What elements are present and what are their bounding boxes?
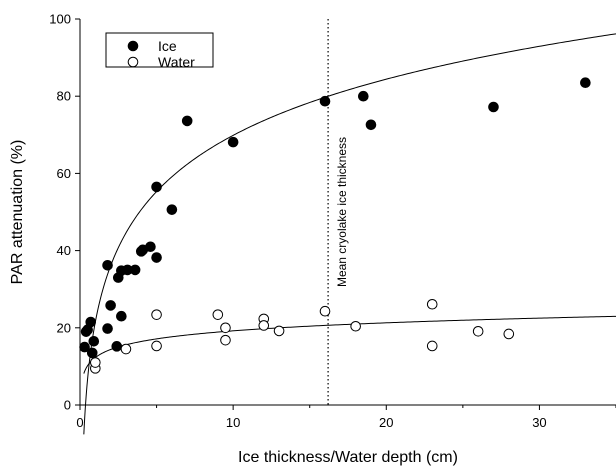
data-point-ice <box>111 341 123 352</box>
data-point-water <box>472 325 484 337</box>
data-point-ice <box>88 336 100 347</box>
data-point-water <box>426 298 438 310</box>
data-point-ice <box>102 259 113 271</box>
data-point-ice <box>102 323 113 334</box>
axes: 0 20 40 60 80 100 0 10 20 30 <box>49 12 616 430</box>
data-point-water <box>319 305 331 317</box>
data-point-ice <box>105 300 116 311</box>
data-point-ice <box>365 119 377 131</box>
data-point-water <box>503 328 515 340</box>
data-point-water <box>151 309 162 320</box>
data-point-ice <box>116 310 127 322</box>
data-point-ice <box>358 90 369 102</box>
x-tick-label: 10 <box>226 415 240 430</box>
y-axis-label: PAR attenuation (%) <box>9 140 26 285</box>
fit-curve-water <box>83 315 616 374</box>
data-point-ice <box>151 181 162 193</box>
data-point-ice <box>488 101 499 113</box>
data-point-water <box>151 340 162 352</box>
data-point-ice <box>85 316 97 328</box>
legend-label-ice: Ice <box>158 38 177 54</box>
data-point-water <box>350 320 361 332</box>
data-point-ice <box>151 252 162 263</box>
x-axis-label: Ice thickness/Water depth (cm) <box>238 449 458 466</box>
data-point-water <box>212 309 224 320</box>
data-point-ice <box>166 204 178 215</box>
y-tick-label: 80 <box>57 89 71 104</box>
data-point-ice <box>227 136 239 148</box>
data-point-ice <box>580 77 591 88</box>
legend-box <box>105 32 214 68</box>
mean-ice-thickness-label: Mean cryolake ice thickness <box>335 137 349 287</box>
data-point-water <box>90 357 101 368</box>
legend: Ice Water <box>105 32 214 70</box>
data-point-water <box>120 343 132 355</box>
data-point-water <box>258 320 270 331</box>
y-tick-label: 100 <box>49 12 71 27</box>
legend-marker-water <box>127 56 139 68</box>
data-point-ice <box>145 241 156 253</box>
annotation-layer: Mean cryolake ice thickness <box>327 19 349 405</box>
data-point-water <box>426 340 438 352</box>
data-points <box>79 77 591 374</box>
y-tick-label: 60 <box>57 166 71 181</box>
fit-lines <box>83 33 616 435</box>
data-point-water <box>220 334 231 346</box>
data-point-water <box>220 322 231 334</box>
data-point-water <box>273 325 285 337</box>
legend-label-water: Water <box>158 54 195 70</box>
fit-curve-ice <box>83 33 616 435</box>
legend-marker-ice <box>127 40 139 52</box>
x-tick-label: 30 <box>532 415 546 430</box>
data-point-ice <box>319 95 331 107</box>
y-tick-label: 20 <box>57 320 71 335</box>
data-point-ice <box>181 115 193 127</box>
data-point-ice <box>129 264 141 276</box>
x-tick-label: 0 <box>76 415 83 430</box>
y-tick-label: 0 <box>64 398 71 413</box>
data-point-ice <box>86 347 98 359</box>
y-tick-label: 40 <box>57 243 71 258</box>
x-tick-label: 20 <box>379 415 393 430</box>
